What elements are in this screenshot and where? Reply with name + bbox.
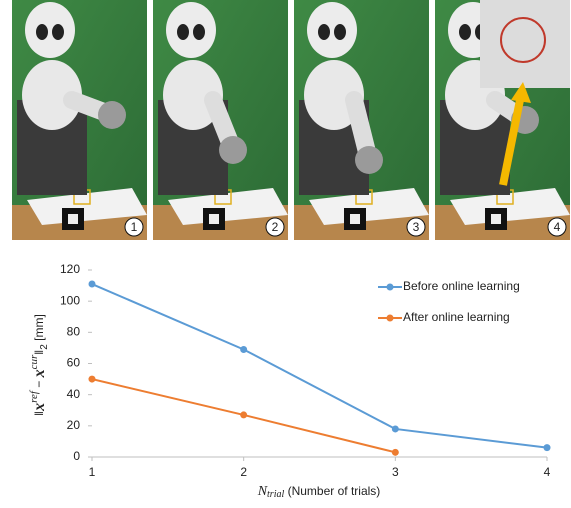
marker-inner (68, 214, 78, 224)
step-label: 1 (131, 220, 138, 234)
y-tick-label: 60 (67, 356, 81, 370)
y-tick-label: 100 (60, 293, 80, 307)
x-tick-label: 1 (89, 465, 96, 479)
data-point (89, 281, 96, 288)
photo-strip: 1 2 3 4 (12, 0, 570, 240)
data-point (240, 411, 247, 418)
marker-inner (350, 214, 360, 224)
x-tick-label: 2 (240, 465, 247, 479)
robot-hand (355, 146, 383, 174)
y-tick-label: 0 (73, 449, 80, 463)
y-label-part: − (32, 377, 46, 391)
series-line (92, 284, 547, 448)
marker-inner (209, 214, 219, 224)
chart: 0 20 40 60 80 100 120 1 2 3 4 Ntrial (Number of tri… (28, 262, 551, 500)
figure: 1 2 3 4 0 20 40 60 80 100 120 1 2 3 4 Ntrial (Number o… (0, 0, 571, 508)
data-point (89, 376, 96, 383)
robot-hand (98, 101, 126, 129)
robot-eye (36, 24, 48, 40)
photo: 1 (12, 0, 147, 240)
stamp-inset (480, 0, 570, 88)
y-tick-label: 120 (60, 262, 80, 276)
x-label-part: trial (267, 489, 284, 500)
robot-hand (219, 136, 247, 164)
data-point (392, 425, 399, 432)
legend-marker (387, 315, 394, 322)
y-label-part: x (31, 403, 48, 412)
photo: 2 (153, 0, 288, 240)
x-axis-label: Ntrial (Number of trials) (257, 484, 381, 500)
robot-eye (52, 24, 64, 40)
y-label-part: x (31, 369, 48, 378)
robot-eye (459, 24, 471, 40)
data-point (392, 449, 399, 456)
x-tick-label: 3 (392, 465, 399, 479)
data-point (240, 346, 247, 353)
legend-label: Before online learning (403, 279, 520, 293)
x-label-part: N (257, 484, 268, 499)
robot-head (25, 2, 75, 58)
y-tick-label: 80 (67, 325, 81, 339)
legend-label: After online learning (403, 310, 510, 324)
y-axis-label: ‖xref − xcur‖2 [mm] (28, 314, 50, 416)
marker-inner (491, 214, 501, 224)
step-label: 4 (554, 220, 561, 234)
y-label-part: [mm] (32, 314, 46, 344)
step-label: 2 (272, 220, 279, 234)
legend-marker (387, 284, 394, 291)
robot-eye (193, 24, 205, 40)
y-tick-label: 20 (67, 418, 81, 432)
x-tick-label: 4 (544, 465, 551, 479)
robot-head (166, 2, 216, 58)
x-label-part: (Number of trials) (284, 484, 380, 498)
robot-eye (334, 24, 346, 40)
photo: 4 (435, 0, 570, 240)
robot-eye (177, 24, 189, 40)
data-point (544, 444, 551, 451)
robot-head (307, 2, 357, 58)
y-label-part: cur (28, 354, 40, 369)
photo: 3 (294, 0, 429, 240)
step-label: 3 (413, 220, 420, 234)
y-tick-label: 40 (67, 387, 81, 401)
robot-eye (318, 24, 330, 40)
